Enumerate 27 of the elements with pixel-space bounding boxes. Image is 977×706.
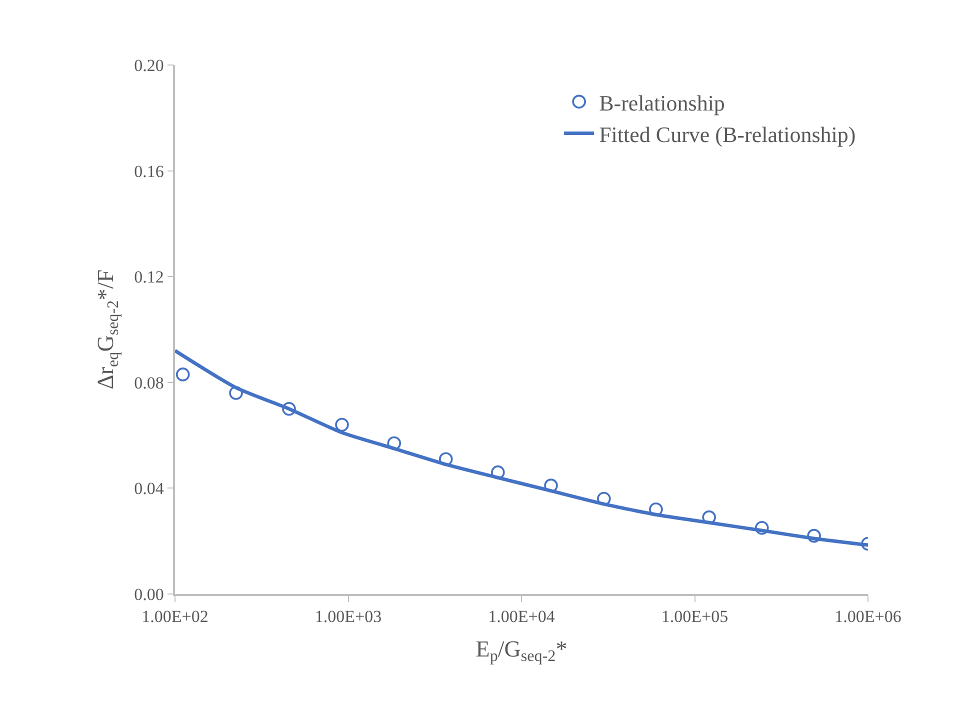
x-tick-label: 1.00E+02	[142, 607, 208, 626]
legend-label: B-relationship	[599, 90, 725, 116]
point	[438, 452, 453, 466]
y-tick-label: 0.00	[134, 584, 164, 604]
x-tick-label: 1.00E+06	[834, 607, 902, 626]
legend-label: Fitted Curve (B-relationship)	[599, 122, 856, 147]
point	[807, 528, 821, 543]
point	[754, 520, 769, 535]
point	[335, 418, 349, 432]
y-tick-label: 0.04	[134, 479, 164, 498]
x-tick-label: 1.00E+05	[661, 607, 728, 626]
point	[229, 386, 243, 400]
point	[597, 492, 611, 506]
y-tick-label: 0.20	[134, 56, 164, 75]
point	[387, 436, 402, 450]
y-tick-label: 0.12	[134, 268, 164, 287]
x-tick-label: 1.00E+04	[488, 607, 556, 626]
point	[176, 368, 190, 382]
point	[282, 402, 296, 416]
point	[649, 502, 663, 516]
y-tick-label: 0.08	[134, 373, 164, 392]
x-tick-label: 1.00E+03	[314, 607, 382, 626]
point	[544, 478, 558, 492]
y-tick-label: 0.16	[134, 162, 164, 181]
x-axis-title: E$_{p}$/G$_{seq-2}$*	[476, 636, 568, 666]
point	[491, 465, 505, 480]
point	[702, 510, 716, 524]
